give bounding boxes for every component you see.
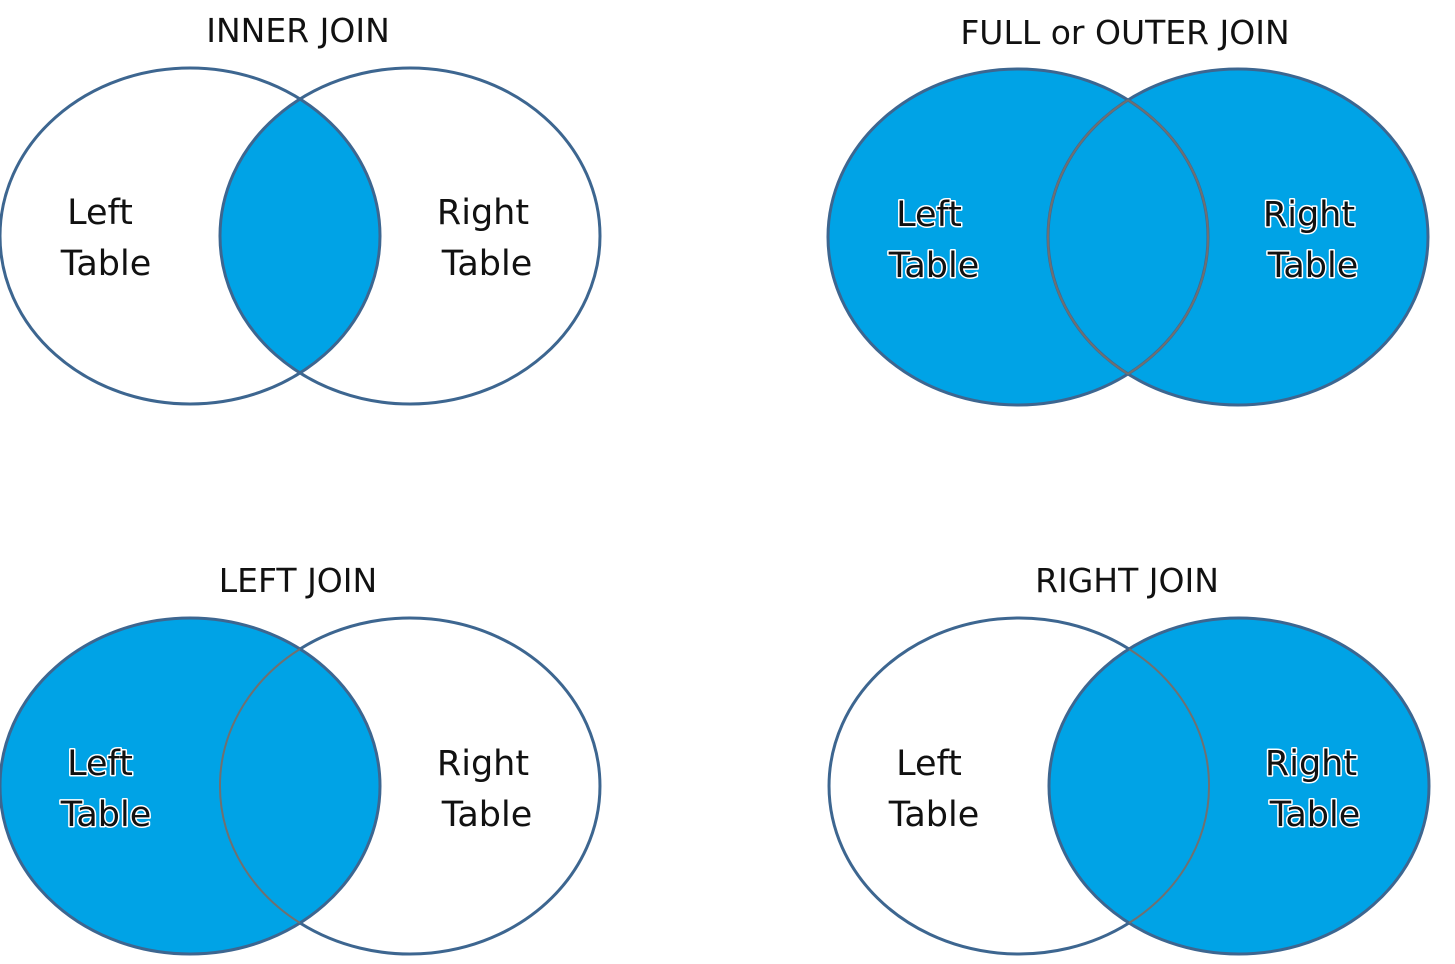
panel-title: LEFT JOIN [219,561,377,600]
right-table-label-line1: Right [1265,744,1357,784]
intersection-region [220,68,380,404]
right-table-outline-outside [299,616,602,956]
left-table-label-line1: Left [67,744,133,784]
venn-pair [0,616,602,956]
right-table-region [1048,69,1428,405]
venn-pair [827,616,1431,956]
left-table-circle [0,66,382,406]
venn-pair [0,66,602,406]
overlap-outline [1127,99,1210,375]
panel-title: RIGHT JOIN [1035,561,1219,600]
panel-left-join: LEFT JOIN Left Table Right Table [0,561,602,956]
left-table-label-line2: Table [888,246,980,286]
panel-title: FULL or OUTER JOIN [960,13,1289,52]
left-table-label-line2: Table [888,795,980,835]
left-table-label-line1: Left [896,744,962,784]
right-table-label-line1: Right [437,193,529,233]
right-table-label-line2: Table [1269,795,1361,835]
left-table-label-line1: Left [67,193,133,233]
overlap-outline [1128,648,1211,924]
venn-pair [826,67,1430,407]
left-table-region [0,618,380,954]
panel-inner-join: INNER JOIN Left Table Right Table [0,11,602,406]
overlap-outline [1046,99,1129,375]
right-table-label-line2: Table [1267,246,1359,286]
left-table-outline-outside [827,616,1130,956]
panel-right-join: RIGHT JOIN Left Table Right Table [827,561,1431,956]
left-table-circle [0,616,382,956]
overlap-outline [218,648,301,924]
panel-full-outer-join: FULL or OUTER JOIN Left Table Right Tabl… [826,13,1430,407]
right-table-label-line1: Right [1263,195,1355,235]
left-table-label-line1: Left [896,195,962,235]
right-table-circle [1047,616,1431,956]
right-table-circle [218,66,602,406]
right-table-region [1049,618,1429,954]
right-table-label-line2: Table [441,795,533,835]
left-table-label-line2: Table [60,795,152,835]
right-table-label-line1: Right [437,744,529,784]
right-table-label-line2: Table [441,244,533,284]
panel-title: INNER JOIN [206,11,390,50]
left-table-label-line2: Table [60,244,152,284]
